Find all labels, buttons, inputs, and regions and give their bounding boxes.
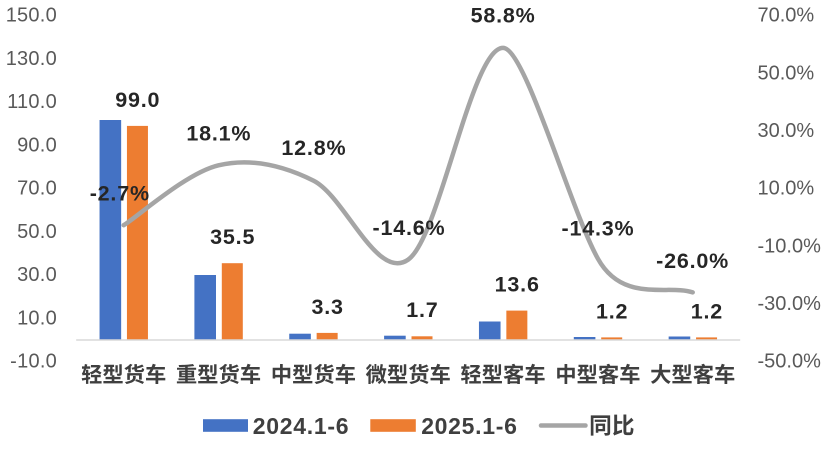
svg-text:2024.1-6: 2024.1-6	[253, 413, 349, 439]
svg-text:12.8%: 12.8%	[281, 136, 346, 160]
svg-text:130.0: 130.0	[6, 48, 57, 70]
svg-text:-2.7%: -2.7%	[90, 182, 150, 206]
svg-text:50.0%: 50.0%	[758, 62, 815, 84]
svg-text:-10.0%: -10.0%	[758, 235, 822, 257]
svg-text:10.0%: 10.0%	[758, 178, 815, 200]
svg-text:1.7: 1.7	[406, 298, 438, 322]
svg-text:110.0: 110.0	[7, 91, 57, 113]
svg-text:2025.1-6: 2025.1-6	[421, 413, 517, 439]
svg-text:50.0: 50.0	[17, 221, 57, 243]
svg-text:-26.0%: -26.0%	[656, 249, 729, 273]
svg-text:58.8%: 58.8%	[471, 4, 536, 28]
svg-text:-50.0%: -50.0%	[758, 351, 822, 373]
svg-text:-14.3%: -14.3%	[562, 217, 635, 241]
svg-text:13.6: 13.6	[495, 273, 540, 297]
svg-text:99.0: 99.0	[115, 88, 160, 112]
svg-text:-10.0: -10.0	[10, 351, 57, 373]
svg-text:70.0: 70.0	[17, 178, 57, 200]
svg-text:30.0: 30.0	[17, 264, 57, 286]
svg-text:3.3: 3.3	[311, 295, 343, 319]
svg-text:150.0: 150.0	[6, 5, 57, 27]
svg-text:-14.6%: -14.6%	[373, 216, 446, 240]
svg-text:18.1%: 18.1%	[186, 121, 251, 145]
svg-text:1.2: 1.2	[691, 299, 723, 323]
svg-text:70.0%: 70.0%	[758, 5, 815, 27]
svg-text:10.0: 10.0	[17, 307, 57, 329]
svg-text:1.2: 1.2	[596, 299, 628, 323]
svg-text:35.5: 35.5	[210, 225, 255, 249]
svg-text:90.0: 90.0	[17, 134, 57, 156]
svg-text:-30.0%: -30.0%	[758, 293, 822, 315]
svg-text:30.0%: 30.0%	[758, 120, 815, 142]
